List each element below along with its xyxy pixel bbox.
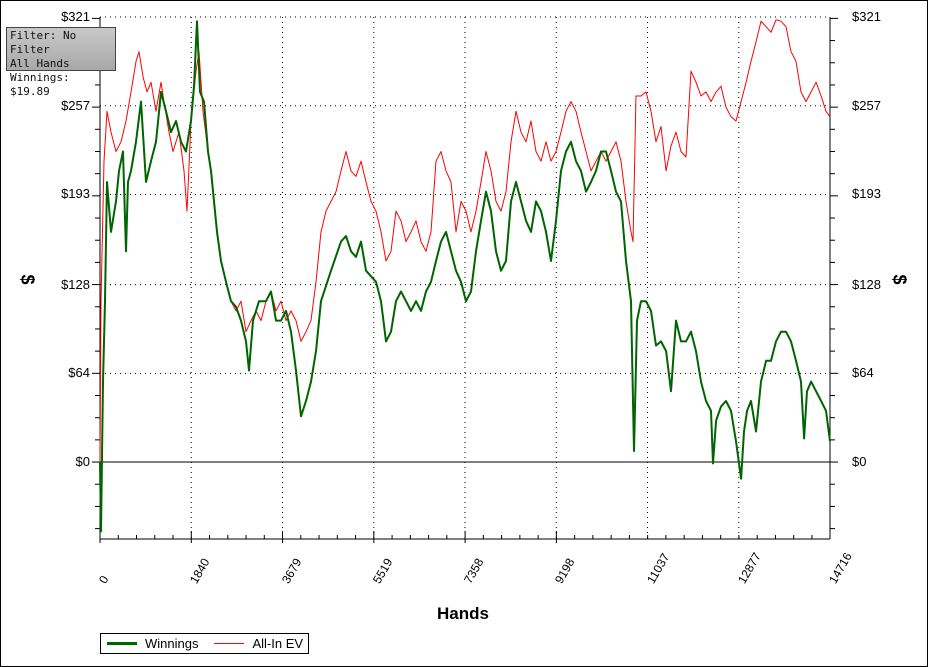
y-tick-label-left: $0 [75,454,90,470]
y-tick-label-left: $321 [61,9,90,24]
y-axis-title-left: $ [17,274,38,285]
legend-winnings-swatch [107,642,137,645]
y-axis-title-right: $ [889,274,910,285]
y-tick-label-right: $193 [852,186,881,202]
y-tick-label-right: $128 [852,276,881,292]
legend: Winnings All-In EV [100,633,309,654]
y-tick-label-right: $321 [852,9,881,24]
hands-text: All Hands [10,57,70,70]
y-tick-label-left: $193 [61,186,90,202]
filter-info-box: Filter: No Filter All Hands Winnings: $1… [6,27,116,98]
y-tick-label-left: $128 [61,276,90,292]
legend-ev-label: All-In EV [252,636,304,651]
winnings-series-line [99,20,831,533]
legend-ev-swatch [214,643,245,644]
y-tick-label-left: $257 [61,97,90,113]
all-in-ev-series-line [99,19,831,463]
y-tick-label-right: $0 [852,454,867,470]
y-tick-label-left: $64 [68,365,90,381]
filter-text: Filter: No Filter [10,29,77,56]
y-tick-label-right: $257 [852,97,881,113]
y-tick-label-right: $64 [852,365,874,381]
x-axis-title: Hands [437,604,489,623]
winnings-total-text: Winnings: $19.89 [10,71,70,98]
legend-winnings-label: Winnings [145,636,199,651]
